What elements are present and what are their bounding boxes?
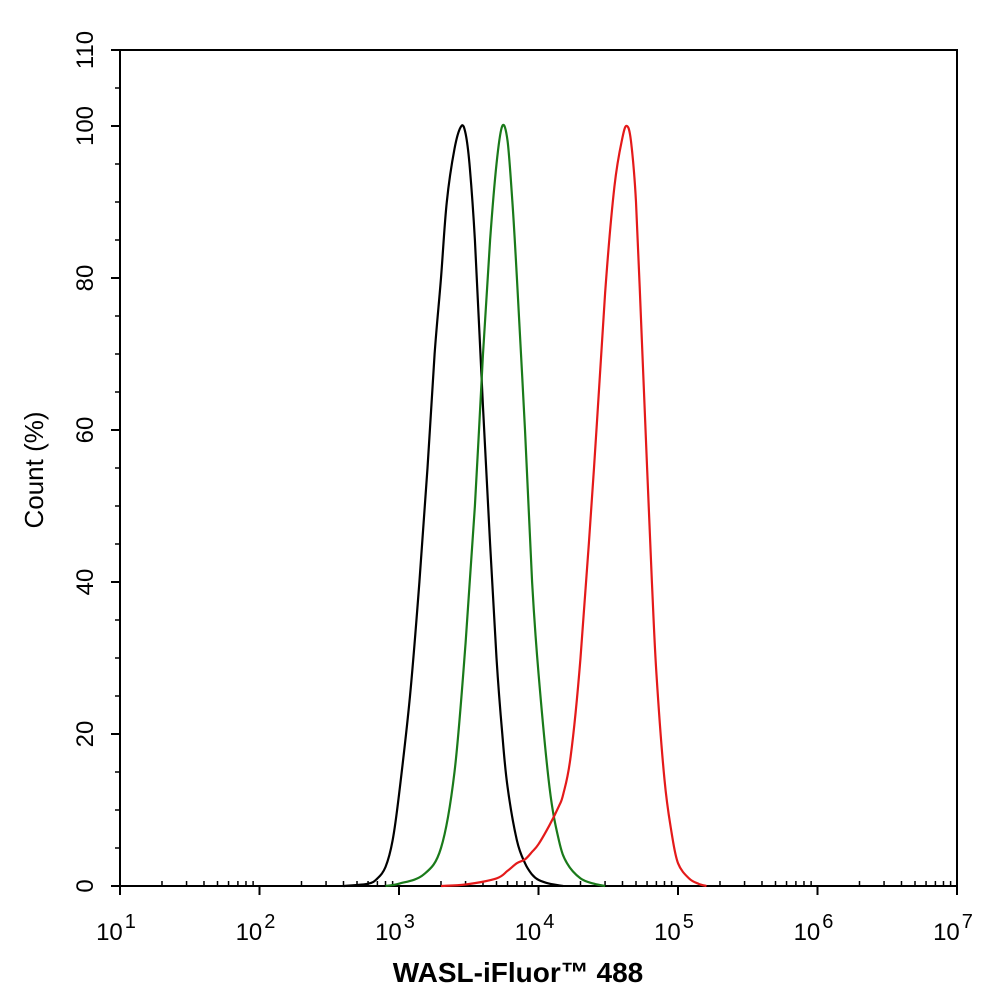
y-tick-label: 100 xyxy=(72,106,99,146)
histogram-series-1 xyxy=(343,124,564,888)
histogram-series-3 xyxy=(440,124,707,888)
plot-frame xyxy=(119,49,958,887)
major-ticks xyxy=(111,49,958,895)
x-tick-label: 10 1 xyxy=(96,911,136,946)
y-tick-label: 40 xyxy=(72,569,99,596)
series-group xyxy=(343,123,707,888)
x-tick-label: 10 2 xyxy=(236,911,276,946)
x-tick-label: 10 4 xyxy=(515,911,555,946)
x-tick-labels: 10 1 10 2 10 3 10 4 10 5 10 6 10 7 xyxy=(96,911,973,946)
y-tick-label: 110 xyxy=(72,31,99,69)
y-tick-label: 20 xyxy=(72,721,99,748)
x-tick-label: 10 6 xyxy=(794,911,834,946)
minor-ticks xyxy=(115,87,952,886)
y-tick-label: 0 xyxy=(72,879,99,892)
y-tick-label: 80 xyxy=(72,265,99,292)
x-tick-label: 10 3 xyxy=(375,911,415,946)
y-tick-label: 60 xyxy=(72,417,99,444)
x-tick-label: 10 5 xyxy=(654,911,694,946)
histogram-series-2 xyxy=(385,123,606,888)
x-tick-label: 10 7 xyxy=(933,911,973,946)
y-tick-labels: 0 20 40 60 80 100 110 xyxy=(72,31,99,893)
y-axis-title: Count (%) xyxy=(19,411,49,528)
x-axis-title: WASL-iFluor™ 488 xyxy=(393,957,643,988)
